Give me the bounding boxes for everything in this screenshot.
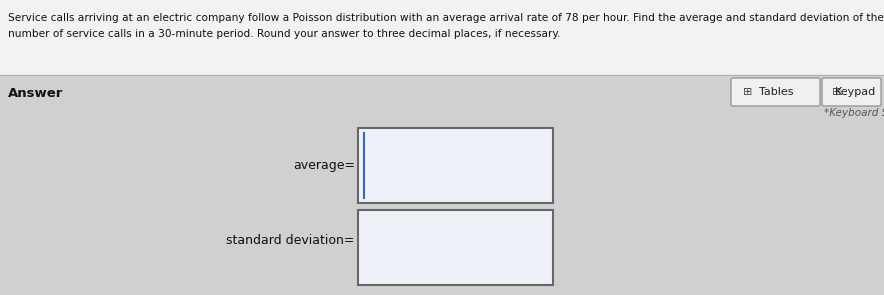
Text: Tables: Tables (758, 87, 793, 97)
Text: *Keyboard Shortcuts: *Keyboard Shortcuts (824, 108, 884, 118)
Bar (0, 75, 884, 295)
Bar (358, 128, 553, 203)
Text: Answer: Answer (8, 87, 64, 100)
Text: ⊞: ⊞ (743, 87, 752, 97)
Text: number of service calls in a 30-minute period. Round your answer to three decima: number of service calls in a 30-minute p… (8, 29, 560, 39)
FancyBboxPatch shape (731, 78, 820, 106)
FancyBboxPatch shape (822, 78, 881, 106)
Text: Keypad: Keypad (834, 87, 876, 97)
Text: Service calls arriving at an electric company follow a Poisson distribution with: Service calls arriving at an electric co… (8, 13, 884, 23)
Text: ⊞: ⊞ (832, 87, 842, 97)
Text: standard deviation=: standard deviation= (226, 234, 355, 247)
Bar (0, 0, 884, 75)
Bar (358, 210, 553, 285)
Text: average=: average= (293, 158, 355, 171)
